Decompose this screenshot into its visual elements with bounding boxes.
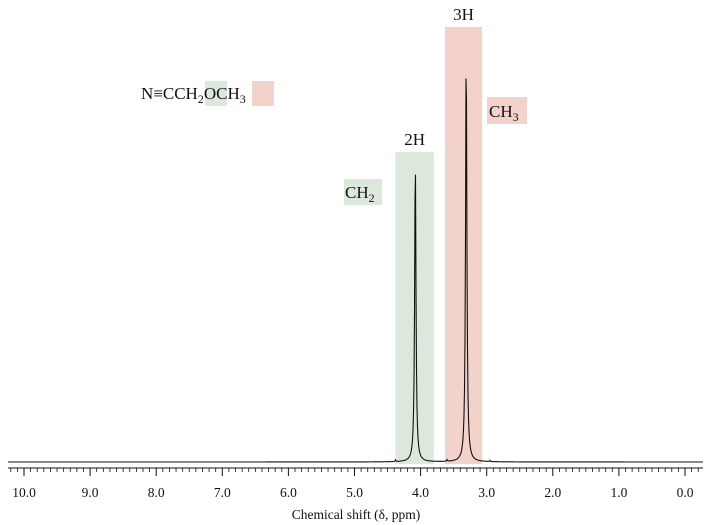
- ch2-group-sub: 2: [369, 191, 375, 205]
- integration-label-3h: 3H: [453, 5, 474, 24]
- x-tick-label: 6.0: [280, 485, 297, 500]
- x-tick-label: 3.0: [478, 485, 495, 500]
- formula-ch2-highlight: [205, 81, 227, 106]
- ch2-group-base: CH: [345, 183, 369, 202]
- ch2-group-label-highlight: [344, 179, 382, 205]
- ch3-group-sub: 3: [513, 110, 519, 124]
- ch3-group-label-highlight: [487, 97, 527, 124]
- x-tick-label: 10.0: [12, 485, 36, 500]
- formula-sub2: 3: [240, 92, 246, 106]
- svg-text:CH2: CH2: [345, 183, 375, 205]
- ch2-group-label: CH2: [344, 179, 382, 205]
- integration-label-2h: 2H: [404, 130, 425, 149]
- formula-nitrogen: N: [141, 84, 153, 103]
- x-axis-minor-ticks: [10, 468, 699, 472]
- x-tick-label: 5.0: [346, 485, 363, 500]
- x-tick-label: 2.0: [544, 485, 561, 500]
- ch3-group-base: CH: [489, 102, 513, 121]
- x-axis-title: Chemical shift (δ, ppm): [292, 507, 421, 522]
- formula-part1: CCH: [163, 84, 198, 103]
- x-tick-label: 1.0: [610, 485, 627, 500]
- formula-triple-bond: ≡: [153, 84, 163, 103]
- x-axis-major-ticks: [23, 468, 686, 476]
- x-tick-label: 7.0: [214, 485, 231, 500]
- spectrum-trace: [8, 78, 703, 463]
- x-tick-label: 9.0: [82, 485, 99, 500]
- x-tick-label: 8.0: [148, 485, 165, 500]
- formula-part2: OCH: [204, 84, 240, 103]
- x-tick-label: 4.0: [412, 485, 429, 500]
- x-axis-tick-labels: 10.0 9.0 8.0 7.0 6.0 5.0 4.0 3.0 2.0 1.0 0.0: [12, 485, 694, 500]
- svg-text:CH3: CH3: [489, 102, 519, 124]
- x-tick-label: 0.0: [677, 485, 694, 500]
- svg-text:N≡CCH2OCH3: N≡CCH2OCH3: [141, 84, 246, 106]
- ch3-highlight-band: [445, 27, 483, 464]
- ch3-group-label: CH3: [487, 97, 527, 124]
- formula-sub1: 2: [198, 92, 204, 106]
- structural-formula: N≡CCH2OCH3: [141, 81, 274, 106]
- formula-ch3-highlight: [252, 81, 274, 106]
